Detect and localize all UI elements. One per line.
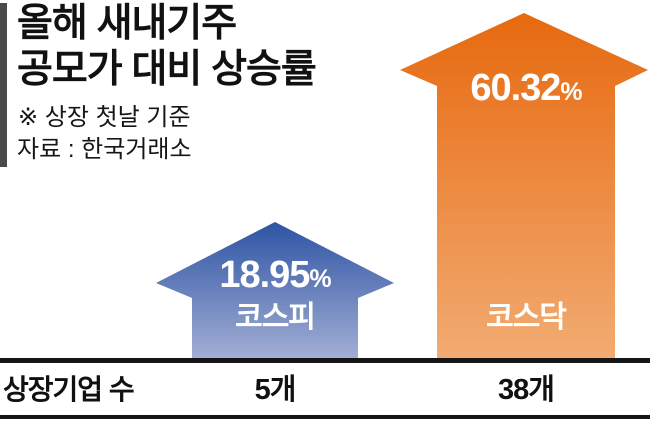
chart-title-line2: 공모가 대비 상승률 (17, 48, 317, 91)
kospi-value: 18.95% (192, 255, 358, 299)
arrows-canvas (156, 13, 648, 359)
table-top-rule (0, 358, 650, 363)
kosdaq-value: 60.32% (437, 68, 615, 112)
chart-source: 자료 : 한국거래소 (17, 136, 192, 163)
kospi-label: 코스피 (235, 301, 316, 334)
kospi-up-arrow (156, 222, 394, 359)
kosdaq-value-number: 60.32 (470, 67, 561, 109)
kospi-value-number: 18.95 (219, 254, 310, 296)
table-row-label: 상장기업 수 (3, 374, 135, 405)
chart-title: 올해 새내기주 공모가 대비 상승률 (17, 1, 317, 93)
kospi-percent-sign: % (309, 265, 331, 293)
table-bottom-rule (0, 415, 650, 419)
kosdaq-up-arrow (400, 13, 648, 359)
kospi-count: 5개 (254, 374, 297, 406)
kosdaq-count: 38개 (498, 374, 555, 406)
chart-note: ※ 상장 첫날 기준 (18, 104, 191, 131)
kosdaq-label: 코스닥 (486, 301, 567, 334)
title-accent-bar (0, 3, 7, 167)
chart-title-line1: 올해 새내기주 (17, 2, 237, 45)
kosdaq-percent-sign: % (560, 78, 582, 106)
